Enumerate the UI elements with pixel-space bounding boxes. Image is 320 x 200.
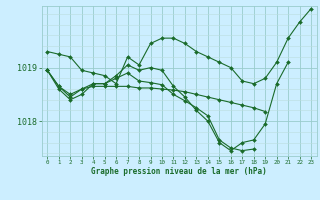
X-axis label: Graphe pression niveau de la mer (hPa): Graphe pression niveau de la mer (hPa) (91, 167, 267, 176)
